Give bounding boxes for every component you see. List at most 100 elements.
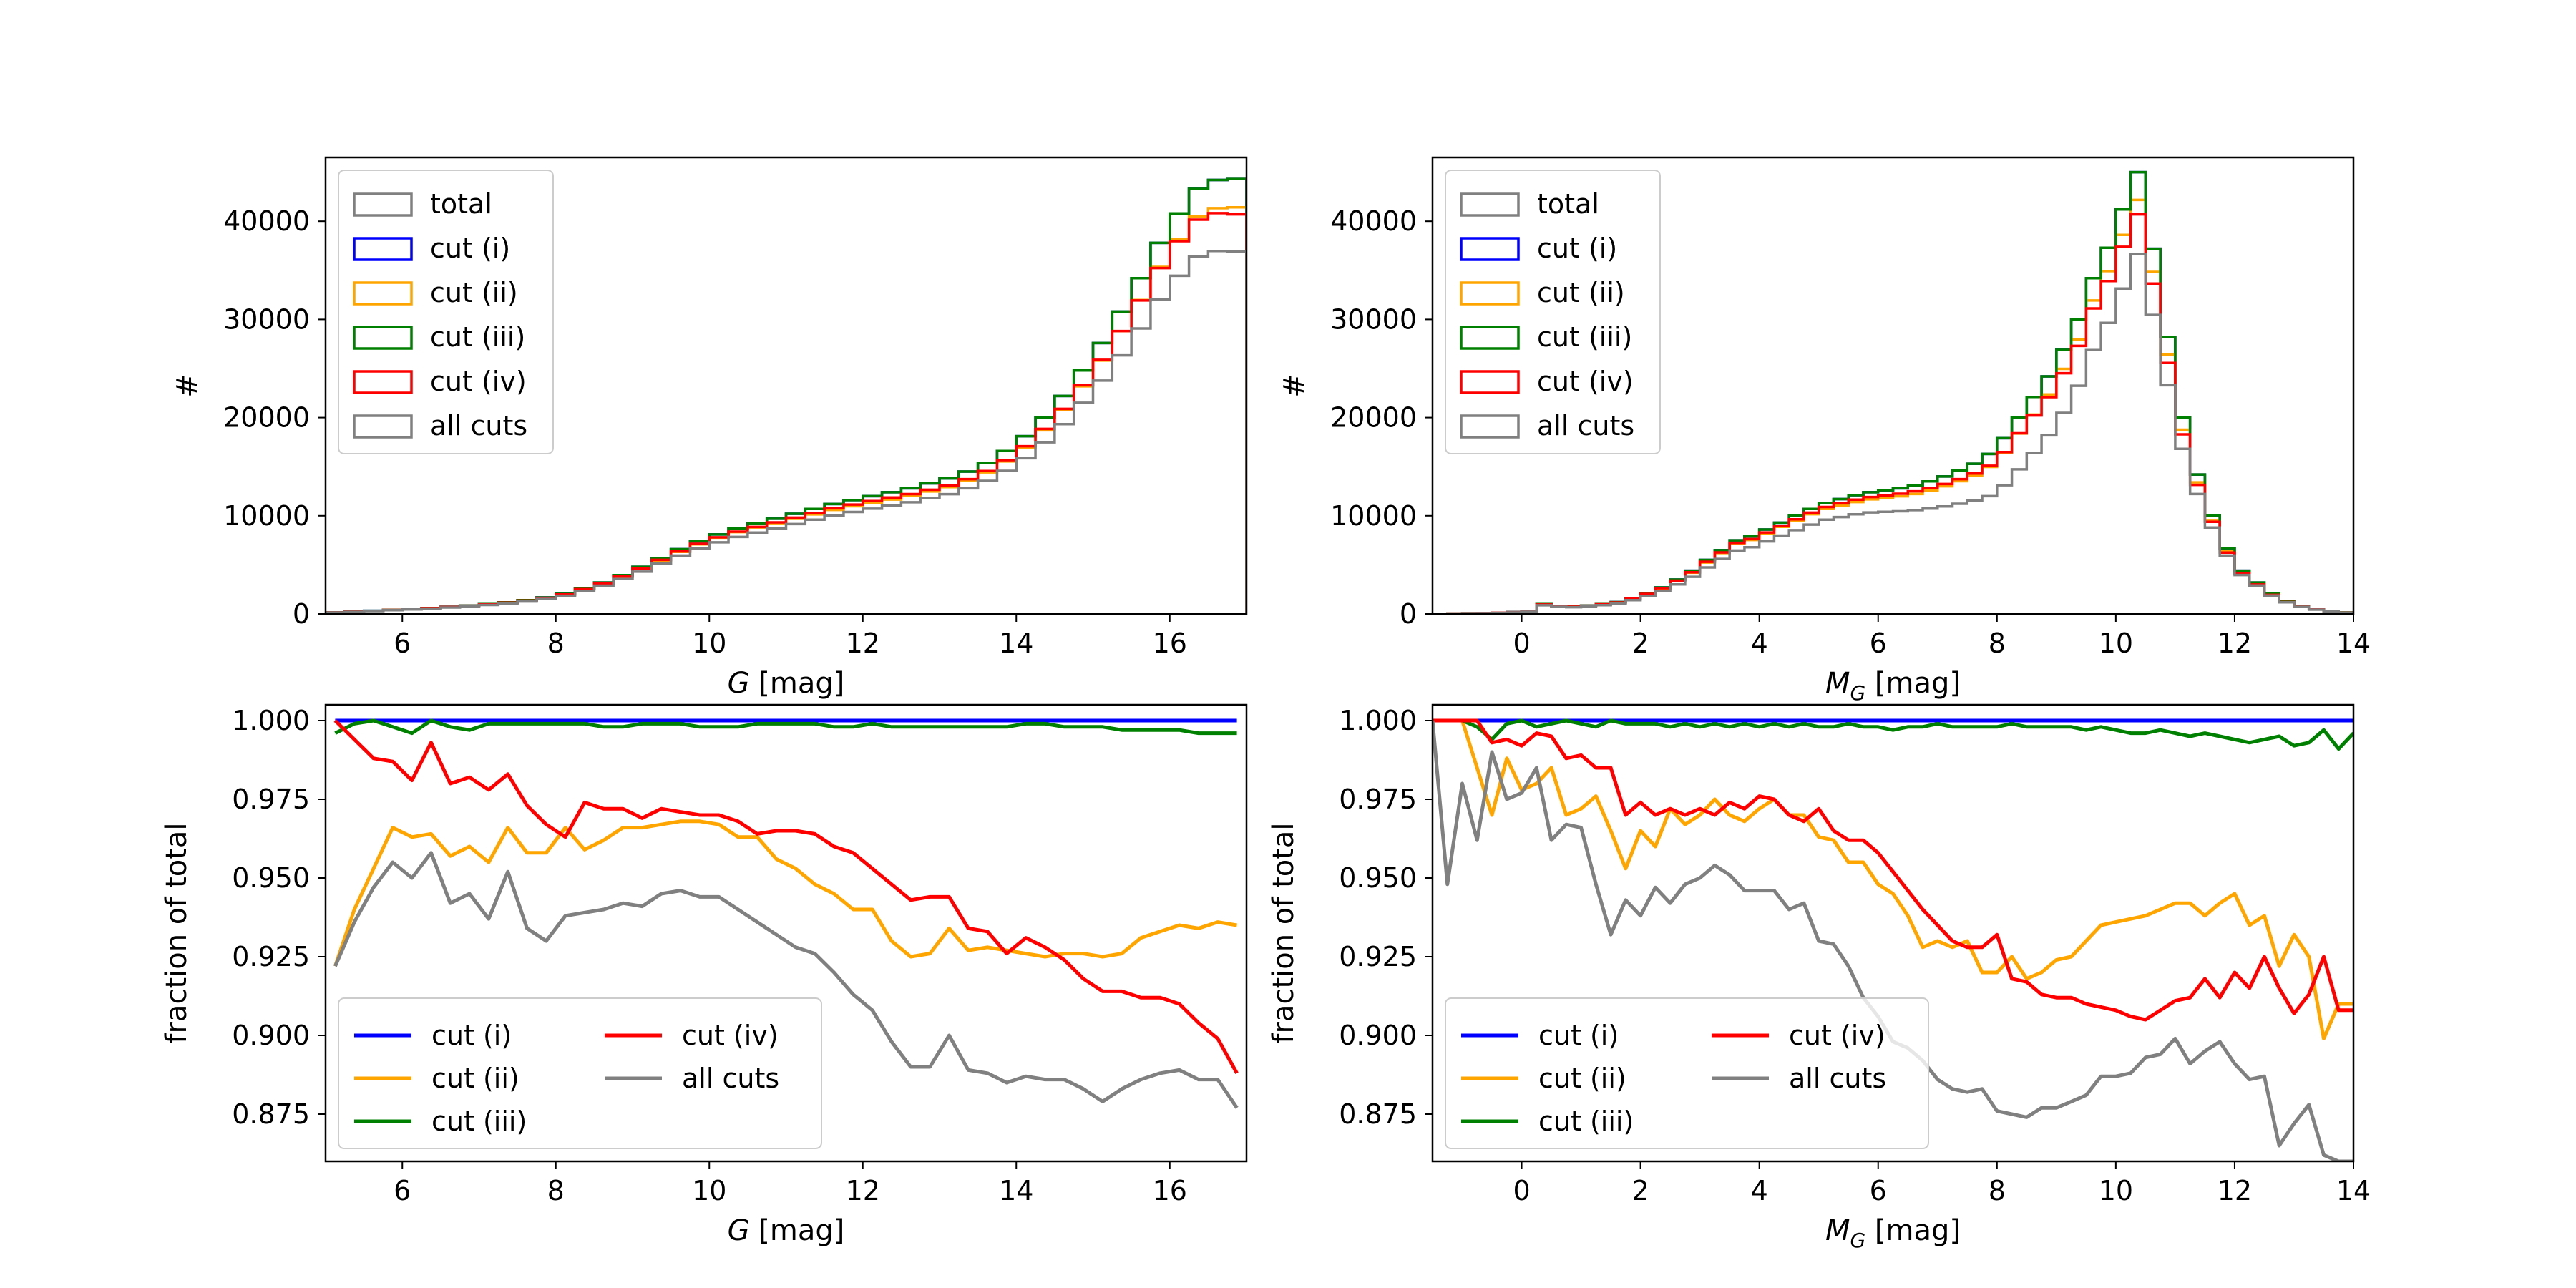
y-tick-label: 0 bbox=[293, 598, 310, 630]
line-series-cut-ii- bbox=[333, 819, 1237, 967]
line-series-cut-iii- bbox=[1433, 718, 2353, 751]
x-tick-label: 4 bbox=[1751, 628, 1768, 659]
x-tick-label: 8 bbox=[547, 1175, 565, 1206]
legend-entry-label: cut (ii) bbox=[430, 277, 518, 308]
x-axis-symbol: G bbox=[728, 667, 750, 700]
legend-entry-label: cut (iii) bbox=[1538, 1106, 1634, 1137]
legend-entry-label: cut (iv) bbox=[682, 1020, 779, 1051]
legend-entry-label: all cuts bbox=[682, 1063, 779, 1094]
legend-swatch bbox=[353, 370, 413, 394]
legend-swatch bbox=[1460, 370, 1520, 394]
x-tick-label: 6 bbox=[394, 628, 411, 659]
x-tick-label: 2 bbox=[1632, 628, 1649, 659]
legend-entry-label: cut (i) bbox=[431, 1020, 512, 1051]
y-tick-label: 30000 bbox=[223, 303, 310, 335]
x-tick-label: 10 bbox=[2099, 1175, 2133, 1206]
legend-box bbox=[338, 170, 554, 454]
legend-entry-label: cut (ii) bbox=[1537, 277, 1625, 308]
legend-swatch bbox=[1460, 281, 1520, 306]
legend-swatch bbox=[1460, 326, 1520, 350]
x-tick-label: 8 bbox=[1989, 1175, 2006, 1206]
x-axis-label: G [mag] bbox=[728, 1214, 845, 1247]
y-tick-label: 10000 bbox=[1330, 500, 1417, 532]
legend-swatch bbox=[353, 237, 413, 261]
legend-swatch bbox=[1460, 192, 1520, 217]
y-tick-label: 0.975 bbox=[232, 784, 310, 815]
legend-entry-label: cut (ii) bbox=[431, 1063, 519, 1094]
y-tick-label: 0.925 bbox=[232, 941, 310, 972]
x-tick-label: 8 bbox=[1989, 628, 2006, 659]
hist-series-all-cuts bbox=[326, 250, 1246, 614]
legend-entry-label: cut (ii) bbox=[1538, 1063, 1626, 1094]
legend-swatch bbox=[353, 281, 413, 306]
x-tick-label: 12 bbox=[846, 628, 880, 659]
legend-entry-label: all cuts bbox=[1537, 410, 1634, 441]
plot-marks bbox=[333, 718, 1239, 1109]
x-tick-label: 6 bbox=[1870, 628, 1887, 659]
y-tick-label: 0 bbox=[1400, 598, 1417, 630]
x-tick-label: 0 bbox=[1513, 628, 1530, 659]
y-tick-label: 0.900 bbox=[1339, 1020, 1417, 1051]
legend-entry-label: all cuts bbox=[1789, 1063, 1886, 1094]
x-tick-label: 4 bbox=[1751, 1175, 1768, 1206]
line-series-cut-iv- bbox=[333, 719, 1239, 1075]
legend-entry-label: cut (iii) bbox=[1537, 321, 1632, 353]
legend-entry-label: cut (iii) bbox=[430, 321, 525, 353]
y-axis-label: fraction of total bbox=[160, 822, 193, 1043]
x-tick-label: 14 bbox=[999, 628, 1033, 659]
x-tick-label: 10 bbox=[2099, 628, 2133, 659]
y-tick-label: 0.875 bbox=[1339, 1098, 1417, 1130]
y-tick-label: 0.925 bbox=[1339, 941, 1417, 972]
x-tick-label: 14 bbox=[2336, 628, 2371, 659]
x-tick-label: 12 bbox=[2218, 1175, 2252, 1206]
axes-frame bbox=[324, 156, 1248, 615]
y-tick-label: 20000 bbox=[223, 402, 310, 434]
y-tick-label: 0.875 bbox=[232, 1098, 310, 1130]
y-tick-label: 0.950 bbox=[1339, 862, 1417, 894]
x-tick-label: 16 bbox=[1153, 1175, 1187, 1206]
y-tick-label: 1.000 bbox=[232, 705, 310, 736]
legend-swatch bbox=[1460, 414, 1520, 439]
y-tick-label: 40000 bbox=[223, 205, 310, 237]
x-tick-label: 6 bbox=[394, 1175, 411, 1206]
legend-swatch bbox=[353, 326, 413, 350]
x-tick-label: 2 bbox=[1632, 1175, 1649, 1206]
x-tick-label: 14 bbox=[2336, 1175, 2371, 1206]
x-axis-label: G [mag] bbox=[728, 667, 845, 700]
y-axis-label: fraction of total bbox=[1267, 822, 1300, 1043]
x-axis-unit: [mag] bbox=[750, 1214, 845, 1247]
x-axis-symbol: G bbox=[728, 1214, 750, 1247]
y-tick-label: 10000 bbox=[223, 500, 310, 532]
line-series-cut-iv- bbox=[1433, 718, 2353, 1022]
line-series-cut-ii- bbox=[1433, 718, 2353, 1040]
x-tick-label: 12 bbox=[2218, 628, 2252, 659]
line-series-cut-iii- bbox=[334, 718, 1237, 736]
axes-frame bbox=[1431, 156, 2355, 615]
x-tick-label: 12 bbox=[846, 1175, 880, 1206]
legend-box bbox=[1445, 997, 1929, 1149]
axes-frame bbox=[1431, 703, 2355, 1163]
x-tick-label: 10 bbox=[692, 1175, 726, 1206]
legend-entry-label: total bbox=[1537, 188, 1599, 220]
legend-entry-label: cut (iv) bbox=[430, 366, 527, 397]
y-tick-label: 30000 bbox=[1330, 303, 1417, 335]
x-axis-symbol: M bbox=[1825, 1214, 1850, 1247]
plot-marks bbox=[1433, 170, 2353, 614]
panel-hist_MG: 0 2 4 6 8 10 12 14 0 10000 20000 30000 40000 MG [mag]… bbox=[1278, 156, 2371, 705]
x-axis-label: MG [mag] bbox=[1825, 667, 1961, 705]
legend-box bbox=[1445, 170, 1661, 454]
legend-swatch bbox=[353, 192, 413, 217]
hist-series-all-cuts bbox=[1433, 253, 2353, 614]
legend-entry-label: cut (i) bbox=[430, 233, 510, 264]
x-tick-label: 10 bbox=[692, 628, 726, 659]
legend-entry-label: cut (i) bbox=[1537, 233, 1617, 264]
x-axis-symbol: M bbox=[1825, 667, 1850, 700]
legend-entry-label: cut (i) bbox=[1538, 1020, 1619, 1051]
legend-entry-label: cut (iv) bbox=[1789, 1020, 1885, 1051]
x-axis-subscript: G bbox=[1850, 681, 1866, 705]
x-axis-unit: [mag] bbox=[1865, 667, 1961, 700]
y-axis-label: # bbox=[171, 374, 204, 398]
panel-frac_G: 6 8 10 12 14 16 0.875 0.900 0.925 0.950 0.975 1.000… bbox=[160, 703, 1248, 1247]
legend-entry-label: total bbox=[430, 188, 492, 220]
x-tick-label: 0 bbox=[1513, 1175, 1530, 1206]
